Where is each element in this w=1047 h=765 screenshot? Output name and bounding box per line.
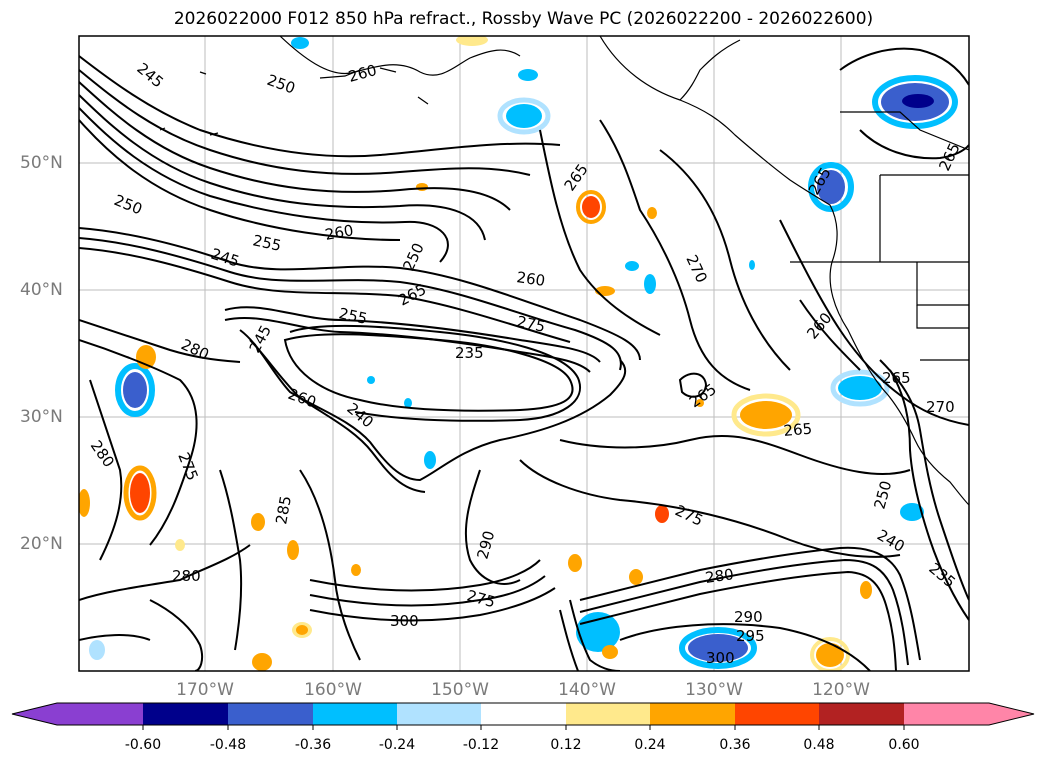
colorbar-segment — [397, 703, 481, 725]
colorbar-segment — [228, 703, 313, 725]
contour-label: 265 — [783, 420, 813, 440]
colorbar-segment — [904, 703, 989, 725]
colorbar-segment — [313, 703, 397, 725]
contour-label: 275 — [515, 312, 547, 336]
colorbar-tick-label: -0.12 — [462, 737, 500, 753]
contour-lines — [79, 47, 969, 671]
colorbar-tick-label: -0.36 — [294, 737, 332, 753]
lat-label: 40°N — [20, 280, 63, 300]
contour-label: 255 — [337, 304, 369, 328]
colorbar-outline — [11, 702, 1035, 726]
colorbar-ticks — [142, 725, 905, 730]
contour-label: 300 — [390, 612, 419, 630]
lon-label: 170°W — [176, 680, 234, 700]
colorbar-segment — [566, 703, 650, 725]
colorbar-segment — [481, 703, 566, 725]
colorbar-tick-label: 0.12 — [550, 737, 582, 753]
contour-label: 300 — [706, 649, 735, 667]
colorbar — [11, 702, 1035, 730]
map-title: 2026022000 F012 850 hPa refract., Rossby… — [173, 9, 874, 29]
colorbar-tick-label: -0.48 — [209, 737, 247, 753]
lon-label: 120°W — [812, 680, 870, 700]
lon-label: 140°W — [558, 680, 616, 700]
colorbar-segment — [650, 703, 735, 725]
colorbar-tick-label: -0.60 — [124, 737, 162, 753]
colorbar-segment — [735, 703, 819, 725]
colorbar-tick-label: 0.48 — [803, 737, 835, 753]
lon-label: 130°W — [685, 680, 743, 700]
colorbar-extend-low — [12, 703, 57, 725]
colorbar-tick-label: 0.60 — [888, 737, 920, 753]
contour-label: 280 — [172, 567, 201, 585]
contour-label: 255 — [251, 231, 283, 255]
contour-label: 235 — [455, 344, 484, 362]
contour-label: 265 — [882, 369, 911, 387]
contour-label: 260 — [324, 221, 355, 244]
lat-label: 50°N — [20, 153, 63, 173]
contour-label: 290 — [734, 608, 763, 626]
contour-label: 285 — [272, 494, 295, 525]
colorbar-tick-label: -0.24 — [378, 737, 416, 753]
contour-label: 270 — [926, 398, 955, 416]
gridlines — [79, 36, 969, 671]
colorbar-segment — [819, 703, 904, 725]
colorbar-tick-label: 0.36 — [719, 737, 751, 753]
lat-label: 20°N — [20, 534, 63, 554]
contour-label: 280 — [704, 565, 735, 587]
lat-label: 30°N — [20, 407, 63, 427]
map-border — [78, 35, 970, 672]
colorbar-tick-label: 0.24 — [634, 737, 666, 753]
shaded-anomalies — [79, 36, 958, 671]
lon-label: 150°W — [431, 680, 489, 700]
contour-label: 295 — [736, 627, 765, 645]
colorbar-segment — [57, 703, 143, 725]
lon-label: 160°W — [304, 680, 362, 700]
contour-label: 260 — [515, 268, 546, 290]
colorbar-segment — [143, 703, 228, 725]
colorbar-extend-high — [989, 703, 1034, 725]
